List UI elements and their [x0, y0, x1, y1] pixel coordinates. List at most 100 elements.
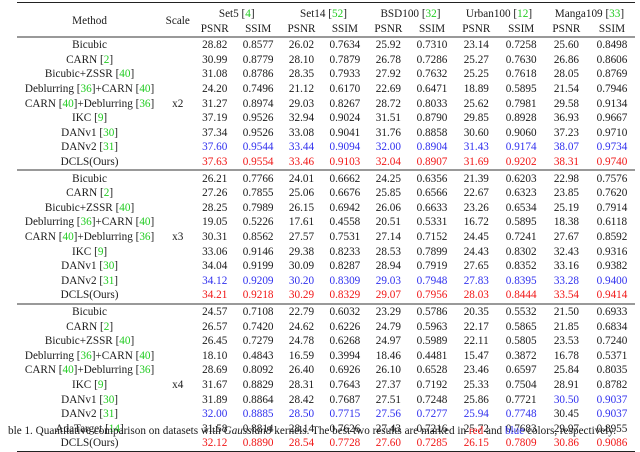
psnr-cell: 21.39	[463, 172, 489, 185]
method-name: DCLS(Ours)	[60, 289, 119, 302]
table-row: CARN [2] 26.57 0.7420 24.62 0.6226 24.79 0.596…	[17, 319, 635, 334]
method-name: DANv2	[61, 274, 97, 287]
dataset-header-set14: Set14 [52]	[300, 7, 347, 20]
ssim-cell: 0.8606	[596, 53, 628, 66]
method-cell: DANv1 [30]	[17, 392, 162, 407]
ssim-cell: 0.8890	[236, 436, 281, 452]
method-name: CARN [	[24, 364, 63, 377]
citation-link[interactable]: 40	[119, 201, 131, 214]
table-row: Deblurring [36]+CARN [40] 18.10 0.4843 16.5…	[17, 348, 635, 363]
citation-link[interactable]: 40	[139, 83, 151, 96]
caption-blue-word: blue	[504, 425, 525, 437]
ssim-cell: 0.8092	[242, 364, 274, 377]
method-cell: Bicubic	[17, 37, 162, 53]
psnr-cell: 26.78	[375, 53, 401, 66]
bracket: [	[97, 320, 104, 333]
ssim-cell: 0.5895	[505, 216, 537, 229]
psnr-cell: 23.14	[463, 39, 489, 52]
ssim-cell: 0.9199	[242, 260, 274, 273]
citation-link[interactable]: 30	[103, 393, 115, 406]
ssim-cell: 0.7748	[505, 408, 537, 421]
ssim-cell: 0.5532	[505, 305, 537, 318]
citation-link[interactable]: 9	[97, 112, 104, 125]
bracket: ]	[109, 53, 114, 66]
citation-link[interactable]: 30	[103, 260, 115, 273]
ssim-cell: 0.4843	[242, 349, 274, 362]
ssim-cell: 0.7914	[596, 201, 628, 214]
citation-link[interactable]: 40	[119, 68, 131, 81]
method-name: Bicubic	[72, 39, 107, 52]
citation-link[interactable]: 36	[80, 349, 92, 362]
method-name: CARN [	[24, 231, 63, 244]
psnr-cell: 32.94	[288, 112, 315, 125]
citation-link[interactable]: 2	[103, 53, 110, 66]
ssim-cell: 0.8562	[242, 231, 274, 244]
citation-link[interactable]: 30	[103, 126, 115, 139]
citation-link[interactable]: 36	[80, 216, 92, 229]
ssim-cell: 0.7620	[596, 187, 628, 200]
citation-link[interactable]: 33	[609, 7, 621, 20]
psnr-cell: 28.53	[375, 245, 401, 258]
scale-cell	[162, 140, 193, 155]
citation-link[interactable]: 31	[103, 408, 115, 421]
citation-link[interactable]: 9	[97, 378, 104, 391]
bracket: [	[112, 68, 120, 81]
bracket: ]	[119, 422, 124, 435]
citation-link[interactable]: 14	[108, 422, 120, 435]
ssim-cell: 0.9094	[329, 141, 361, 154]
psnr-cell: 22.67	[463, 187, 489, 200]
method-name: CARN	[66, 320, 98, 333]
psnr-cell: 31.58	[202, 422, 228, 435]
bracket: [	[96, 408, 104, 421]
citation-link[interactable]: 31	[103, 274, 115, 287]
psnr-cell: 18.89	[463, 83, 489, 96]
citation-link[interactable]: 40	[62, 231, 74, 244]
psnr-cell: 30.29	[280, 288, 323, 305]
results-table-container: Method Scale Set5 [4] Set14 [52] BSD100 …	[8, 2, 635, 452]
method-cell: Bicubic+ZSSR [40]	[17, 201, 162, 216]
method-cell: DANv2 [31]	[17, 407, 162, 422]
metric-ssim: SSIM	[498, 21, 544, 38]
ssim-cell: 0.5989	[416, 335, 448, 348]
psnr-cell: 24.57	[202, 305, 228, 318]
psnr-cell: 16.72	[463, 216, 489, 229]
citation-link[interactable]: 9	[97, 245, 104, 258]
method-name: Bicubic+ZSSR	[44, 68, 113, 81]
citation-link[interactable]: 40	[119, 335, 131, 348]
citation-link[interactable]: 31	[103, 141, 115, 154]
citation-link[interactable]: 36	[139, 97, 151, 110]
citation-link[interactable]: 36	[80, 83, 92, 96]
dataset-name: Urban100	[465, 7, 511, 20]
citation-link[interactable]: 52	[332, 7, 344, 20]
citation-link[interactable]: 2	[103, 187, 110, 200]
ssim-cell: 0.7279	[242, 335, 274, 348]
citation-link[interactable]: 12	[517, 7, 529, 20]
psnr-cell: 31.43	[463, 141, 489, 154]
bracket: ]	[130, 68, 135, 81]
psnr-cell: 33.46	[280, 154, 323, 172]
citation-link[interactable]: 40	[62, 364, 74, 377]
citation-link[interactable]: 36	[139, 364, 151, 377]
ssim-cell: 0.7240	[596, 335, 628, 348]
method-cell: DANv2 [31]	[17, 140, 162, 155]
citation-link[interactable]: 32	[425, 7, 437, 20]
scale-cell	[162, 392, 193, 407]
psnr-cell: 31.76	[375, 126, 401, 139]
citation-link[interactable]: 36	[139, 231, 151, 244]
citation-link[interactable]: 2	[103, 320, 110, 333]
citation-link[interactable]: 4	[245, 7, 251, 20]
citation-link[interactable]: 40	[139, 216, 151, 229]
caption-text: ble 1. Quantitative comparison on datase…	[8, 425, 224, 437]
psnr-cell: 32.12	[193, 436, 237, 452]
psnr-cell: 25.60	[553, 39, 579, 52]
method-name: DANv2	[61, 141, 97, 154]
psnr-cell: 37.63	[193, 154, 237, 172]
citation-link[interactable]: 40	[139, 349, 151, 362]
citation-link[interactable]: 40	[62, 97, 74, 110]
ssim-cell: 0.6534	[505, 201, 537, 214]
method-cell: CARN [40]+Deblurring [36]	[17, 96, 162, 111]
metric-psnr: PSNR	[193, 21, 237, 38]
ssim-cell: 0.8267	[329, 97, 361, 110]
dataset-name: Manga109	[554, 7, 603, 20]
table-row: Bicubic 26.21 0.7766 24.01 0.6662 24.25 0.6356…	[17, 170, 635, 186]
